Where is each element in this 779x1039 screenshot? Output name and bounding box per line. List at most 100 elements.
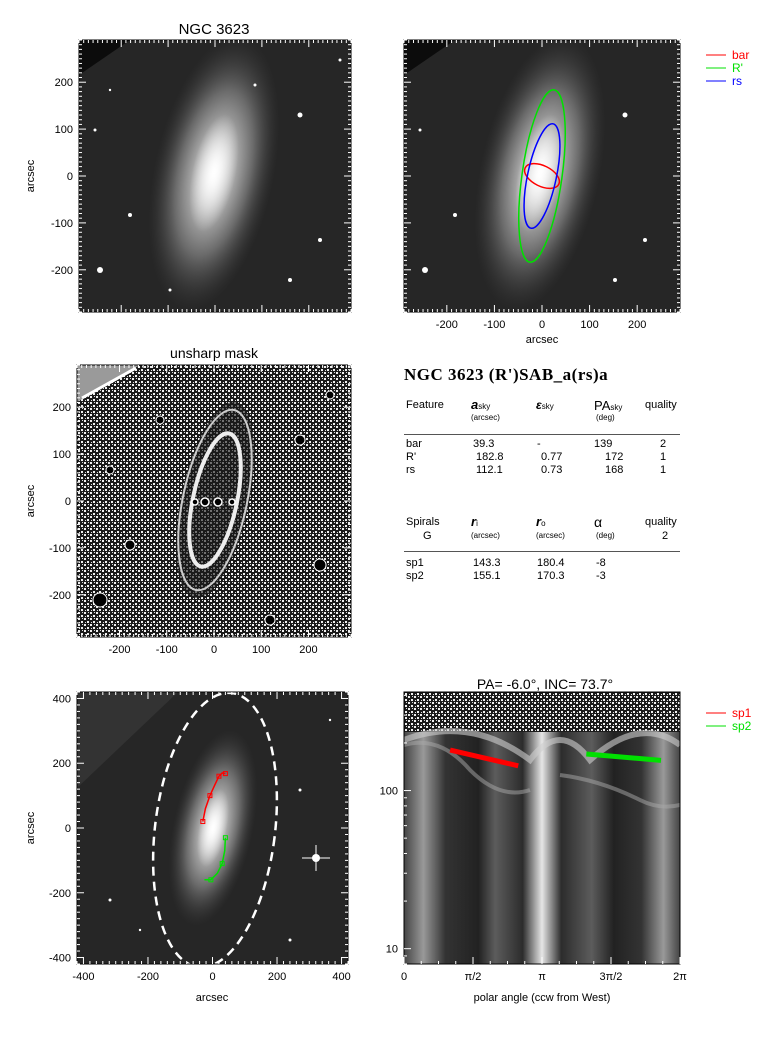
hdr-eps: εsky xyxy=(536,398,554,412)
legend-label-sp2: sp2 xyxy=(732,719,752,733)
panel-d-ytick-label: 200 xyxy=(53,758,71,770)
hdr-pa-unit: (deg) xyxy=(596,413,615,422)
panel-e-xtick-label: 2π xyxy=(673,971,687,983)
xlabel-panel-b: arcsec xyxy=(526,334,559,346)
trace-sp1-point xyxy=(216,773,222,779)
table-title: NGC 3623 (R')SAB_a(rs)a xyxy=(404,365,609,384)
hdr-a-symbol: a xyxy=(471,397,479,412)
feature-pa: 139 xyxy=(594,438,613,450)
feature-pa: 168 xyxy=(605,464,624,476)
feature-eps: 0.73 xyxy=(541,464,563,476)
ellipse-bar xyxy=(523,162,561,190)
hdr-ri-sub: i xyxy=(476,519,478,528)
spiral-ri: 155.1 xyxy=(473,570,501,582)
spiral-ri: 143.3 xyxy=(473,557,501,569)
panel-d-ytick-label: 0 xyxy=(65,823,71,835)
panel-c-xtick-label: -100 xyxy=(156,644,178,656)
panel-unsharp-mask xyxy=(76,364,352,638)
panel-a-ytick-label: 0 xyxy=(67,171,73,183)
panel-c-ytick-label: 100 xyxy=(53,449,71,461)
trace-sp1 xyxy=(202,772,226,822)
panel-c-xtick-label: -200 xyxy=(109,644,131,656)
title-pa-inc: PA= -6.0°, INC= 73.7° xyxy=(477,676,613,692)
ellipse-rs xyxy=(523,122,561,230)
trace-sp2 xyxy=(204,837,227,881)
hdr-ri-unit: (arcsec) xyxy=(471,531,500,540)
panel-e-xtick-label: π xyxy=(538,971,546,983)
panel-d-ytick-label: -400 xyxy=(49,953,71,965)
panel-e-xtick-label: 0 xyxy=(401,971,407,983)
legend-label-rs: rs xyxy=(732,74,742,88)
title-ngc3623: NGC 3623 xyxy=(179,21,250,38)
feature-a: 182.8 xyxy=(476,451,504,463)
table-rule-1 xyxy=(404,434,680,435)
spiral-name: sp1 xyxy=(406,557,424,569)
hdr-eps-symbol: ε xyxy=(536,398,542,412)
hdr-alpha: α xyxy=(594,514,603,530)
panel-b-xtick-label: -200 xyxy=(436,319,458,331)
spiral-ro: 170.3 xyxy=(537,570,565,582)
feature-name: R' xyxy=(406,451,417,463)
feature-name: bar xyxy=(406,438,422,450)
panel-polar-deprojection xyxy=(403,691,681,965)
panel-c-ytick-label: 0 xyxy=(65,496,71,508)
hdr-a-sub: sky xyxy=(478,402,491,411)
panel-e-ytick-label: 100 xyxy=(380,786,398,798)
ellipse-r-prime xyxy=(518,89,566,263)
panel-d-xtick-label: 0 xyxy=(209,971,215,983)
panel-b-xtick-label: 0 xyxy=(539,319,545,331)
legend-label-bar: bar xyxy=(732,48,749,62)
panel-d-ytick-label: 400 xyxy=(53,693,71,705)
panel-c-xtick-label: 200 xyxy=(299,644,317,656)
legend-label-R-prime: R' xyxy=(732,61,743,75)
panel-c-ytick-label: -100 xyxy=(49,543,71,555)
feature-a: 39.3 xyxy=(473,438,495,450)
xlabel-panel-d: arcsec xyxy=(196,992,229,1004)
panel-a-ytick-label: -100 xyxy=(51,218,73,230)
trace-sp2-point xyxy=(219,861,225,867)
panel-d-xtick-label: -200 xyxy=(137,971,159,983)
panel-b-xtick-label: 200 xyxy=(628,319,646,331)
ylabel-panel-a: arcsec xyxy=(25,159,37,192)
ylabel-panel-d: arcsec xyxy=(25,811,37,844)
spiral-ro: 180.4 xyxy=(537,557,565,569)
panel-d-xtick-label: 200 xyxy=(268,971,286,983)
panel-c-xtick-label: 0 xyxy=(211,644,217,656)
feature-quality: 2 xyxy=(660,438,667,450)
hdr-a: asky xyxy=(471,397,490,412)
panel-b-xtick-label: -100 xyxy=(483,319,505,331)
feature-name: rs xyxy=(406,464,416,476)
feature-quality: 1 xyxy=(660,451,667,463)
polar-trace-sp1 xyxy=(449,747,519,769)
spiral-alpha: -8 xyxy=(596,557,606,569)
spiral-arc-traces xyxy=(200,771,228,883)
hdr-ro-unit: (arcsec) xyxy=(536,531,565,540)
trace-sp1-point xyxy=(200,819,206,825)
hdr-pa-sub: sky xyxy=(610,403,623,412)
panel-e-xtick-label: π/2 xyxy=(465,971,482,983)
trace-sp2-point xyxy=(222,835,228,841)
hdr-ro-sub: o xyxy=(541,519,546,528)
hdr-ro: ro xyxy=(536,514,546,529)
hdr-feature: Feature xyxy=(406,399,444,411)
trace-sp2-point xyxy=(208,877,214,883)
panel-d-xtick-label: -400 xyxy=(72,971,94,983)
panel-a-ytick-label: -200 xyxy=(51,265,73,277)
hdr-a-unit: (arcsec) xyxy=(471,413,500,422)
polar-spiral-traces xyxy=(449,747,662,769)
panel-a-ytick-label: 100 xyxy=(55,124,73,136)
hdr-spirals: Spirals xyxy=(406,516,440,528)
panel-e-ytick-label: 10 xyxy=(386,944,398,956)
polar-trace-sp2 xyxy=(586,751,662,763)
xlabel-panel-e: polar angle (ccw from West) xyxy=(474,992,611,1004)
spiral-alpha: -3 xyxy=(596,570,606,582)
panel-c-ytick-label: 200 xyxy=(53,402,71,414)
hdr-spiral-quality: quality xyxy=(645,516,677,528)
feature-pa: 172 xyxy=(605,451,624,463)
panel-d-ytick-label: -200 xyxy=(49,888,71,900)
feature-quality: 1 xyxy=(660,464,667,476)
